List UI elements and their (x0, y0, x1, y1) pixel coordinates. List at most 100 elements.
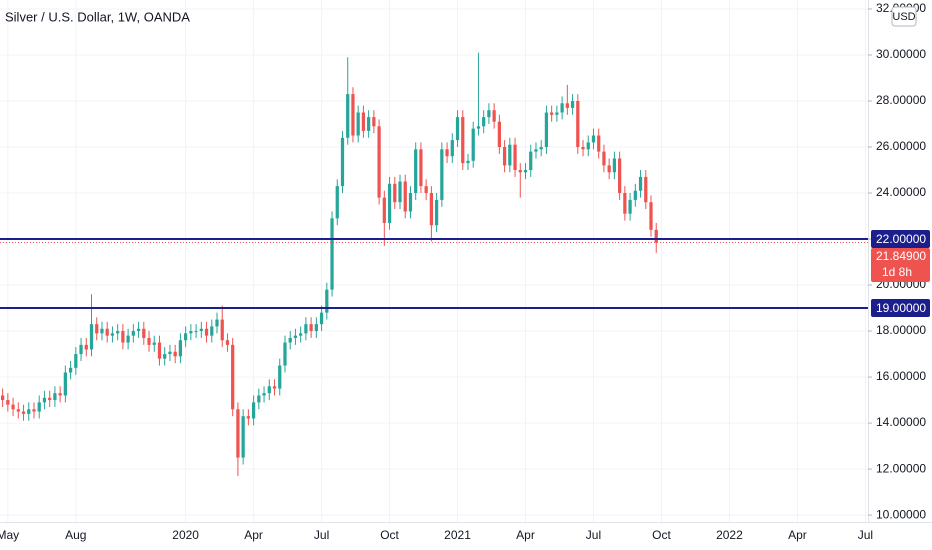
candle-body (74, 354, 78, 368)
candle-body (602, 151, 606, 166)
candle-body (63, 372, 67, 396)
candle-body (147, 337, 151, 345)
candle-body (246, 416, 250, 419)
candle-body (419, 149, 423, 187)
candle-body (544, 112, 549, 148)
candle-body (628, 199, 632, 214)
candle-body (251, 402, 256, 419)
candle-body (215, 319, 219, 327)
x-tick-label: Jul (586, 528, 601, 542)
candle-body (487, 110, 491, 118)
candle-body (110, 333, 115, 336)
candle-body (518, 170, 522, 173)
candle-body (361, 112, 366, 131)
candle-body (539, 147, 543, 150)
level-label-box (871, 230, 930, 249)
candle-body (157, 342, 162, 359)
candle-body (382, 197, 386, 223)
candle-body (32, 409, 36, 412)
candle-body (565, 103, 569, 108)
last-price-box (871, 248, 930, 283)
candle-body (393, 183, 397, 203)
candle-body (58, 393, 62, 396)
candle-body (257, 395, 261, 403)
candle-body (403, 181, 407, 212)
candle-body (6, 400, 10, 405)
candle-body (84, 344, 88, 350)
candle-body (299, 333, 303, 336)
candle-body (283, 342, 287, 366)
candle-body (570, 100, 575, 108)
candle-body (27, 409, 31, 414)
candle-body (136, 328, 141, 332)
candle-body (612, 158, 617, 173)
candle-body (11, 404, 15, 410)
x-tick-label: 2021 (444, 528, 471, 542)
candle-body (502, 147, 507, 166)
candle-body (356, 112, 360, 136)
candle-body (100, 328, 104, 334)
candle-body (440, 149, 444, 200)
candle-body (220, 319, 224, 341)
x-tick-label: Apr (244, 528, 263, 542)
y-tick-label: 14.00000 (876, 415, 926, 429)
currency-button[interactable] (891, 6, 917, 27)
candle-body (142, 328, 146, 338)
candle-body (597, 135, 601, 152)
candle-body (267, 386, 271, 394)
chart-title: Silver / U.S. Dollar, 1W, OANDA (5, 9, 190, 24)
candle-body (37, 402, 41, 412)
y-tick-label: 28.00000 (876, 93, 926, 107)
candle-body (513, 144, 517, 171)
candle-body (168, 351, 172, 355)
candle-body (623, 193, 627, 214)
candle-body (482, 117, 486, 127)
y-tick-label: 18.00000 (876, 323, 926, 337)
candle-body (555, 112, 559, 115)
candle-body (16, 409, 20, 412)
candle-body (476, 126, 481, 129)
candle-body (523, 170, 528, 173)
candle-body (325, 289, 329, 313)
candle-body (586, 142, 590, 150)
level-label-box (871, 299, 930, 318)
candle-body (68, 367, 73, 373)
candle-body (89, 324, 94, 350)
candle-body (288, 337, 292, 343)
candle-body (236, 409, 240, 458)
candle-body (550, 112, 554, 115)
candle-body (434, 199, 439, 226)
candle-body (340, 137, 345, 187)
last-price-label: 21.84900 (876, 249, 926, 263)
x-tick-label: Aug (65, 528, 86, 542)
candle-body (131, 331, 135, 336)
y-tick-label: 16.00000 (876, 369, 926, 383)
candles (0, 52, 658, 476)
currency-label[interactable]: USD (892, 11, 915, 23)
candle-body (225, 340, 230, 345)
candle-body (654, 229, 658, 243)
countdown-label: 1d 8h (882, 265, 912, 279)
candle-body (534, 149, 538, 152)
y-tick-label: 24.00000 (876, 185, 926, 199)
candle-body (95, 324, 99, 334)
candle-body (304, 324, 308, 334)
candle-body (424, 186, 428, 194)
x-tick-label: Apr (788, 528, 807, 542)
candle-body (48, 397, 52, 401)
candle-body (581, 147, 585, 150)
candle-body (445, 149, 449, 157)
candle-body (293, 335, 298, 338)
candle-body (429, 193, 434, 226)
candle-body (367, 117, 371, 131)
candle-body (450, 140, 454, 157)
candle-body (105, 328, 109, 336)
y-tick-label: 26.00000 (876, 139, 926, 153)
candle-body (330, 218, 334, 290)
candle-body (649, 202, 653, 230)
overlay (0, 238, 868, 310)
candle-body (633, 190, 637, 200)
